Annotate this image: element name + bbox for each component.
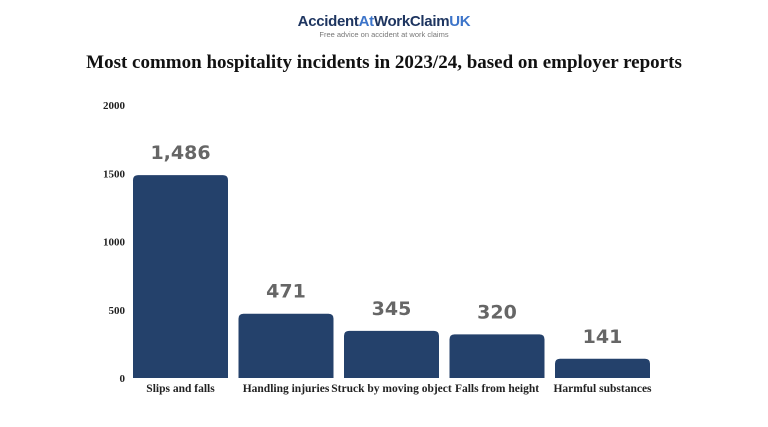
x-tick-label: Harmful substances xyxy=(553,383,652,395)
logo-part: WorkClaim xyxy=(373,13,450,30)
y-tick-label: 2000 xyxy=(103,100,126,112)
bar xyxy=(449,334,545,378)
logo: AccidentAtWorkClaimUK Free advice on acc… xyxy=(0,13,768,40)
data-label: 1,486 xyxy=(150,142,210,164)
data-label: 471 xyxy=(266,281,306,303)
x-tick-label: Struck by moving object xyxy=(331,383,452,395)
bar xyxy=(238,313,334,378)
y-tick-label: 500 xyxy=(109,305,126,317)
bar xyxy=(555,358,650,378)
logo-part: Accident xyxy=(297,13,359,30)
logo-part: UK xyxy=(449,13,471,30)
y-tick-label: 1000 xyxy=(103,237,126,249)
data-label: 320 xyxy=(477,301,517,323)
bar xyxy=(133,175,228,378)
x-tick-label: Handling injuries xyxy=(243,383,330,395)
chart-title: Most common hospitality incidents in 202… xyxy=(86,52,682,73)
logo-part: At xyxy=(358,13,375,30)
data-label: 345 xyxy=(372,298,412,320)
bar xyxy=(344,330,439,378)
x-tick-label: Falls from height xyxy=(455,383,539,395)
y-tick-label: 0 xyxy=(120,373,126,385)
logo-tagline: Free advice on accident at work claims xyxy=(319,30,449,39)
data-label: 141 xyxy=(583,326,623,348)
x-tick-label: Slips and falls xyxy=(146,383,215,395)
y-tick-label: 1500 xyxy=(103,168,126,180)
